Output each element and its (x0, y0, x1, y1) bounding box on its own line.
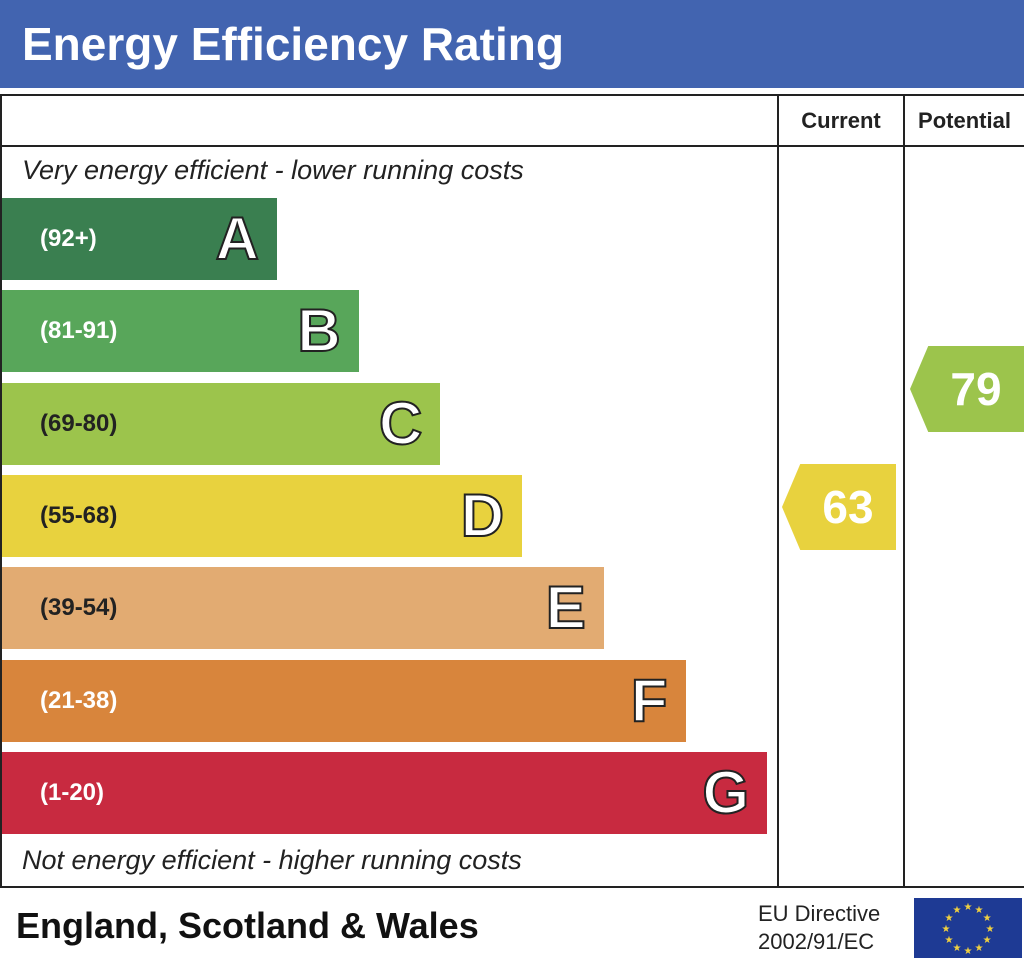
divider (777, 94, 779, 888)
band-letter: D (460, 481, 505, 550)
band-letter: F (630, 666, 669, 735)
band-range: (69-80) (40, 409, 118, 437)
band-letter: G (702, 758, 751, 827)
potential-rating-arrow: 79 (910, 346, 1024, 432)
band-letter: E (545, 573, 587, 642)
band-f: (21-38) F (2, 659, 686, 742)
band-letter: A (215, 204, 260, 273)
bottom-caption: Not energy efficient - higher running co… (22, 845, 522, 875)
star-icon: ★ (953, 905, 962, 916)
band-range: (55-68) (40, 501, 118, 529)
band-d: (55-68) D (2, 474, 523, 557)
divider (903, 94, 905, 888)
band-range: (21-38) (40, 686, 118, 714)
current-rating-arrow: 63 (782, 464, 896, 550)
star-icon: ★ (975, 943, 984, 954)
band-b: (81-91) B (2, 290, 359, 373)
region-label: England, Scotland & Wales (16, 905, 479, 946)
band-range: (39-54) (40, 594, 118, 622)
directive-line1: EU Directive (758, 901, 881, 926)
star-icon: ★ (944, 913, 953, 924)
band-range: (1-20) (40, 778, 105, 806)
column-header-current: Current (801, 108, 881, 133)
star-icon: ★ (964, 902, 973, 913)
top-caption: Very energy efficient - lower running co… (22, 155, 524, 185)
eu-directive: EU Directive 2002/91/EC (758, 900, 880, 956)
eu-flag-icon: ★ ★ ★ ★ ★ ★ ★ ★ ★ ★ ★ ★ (914, 898, 1022, 958)
divider (0, 886, 1024, 888)
divider (0, 94, 1024, 96)
band-e: (39-54) E (2, 567, 604, 650)
band-a: (92+) A (2, 198, 277, 280)
divider (0, 145, 1024, 147)
star-icon: ★ (953, 943, 962, 954)
band-letter: B (296, 296, 341, 365)
band-c: (69-80) C (2, 382, 441, 465)
band-g: (1-20) G (2, 751, 768, 834)
directive-line2: 2002/91/EC (758, 929, 875, 954)
star-icon: ★ (986, 924, 995, 935)
divider (0, 94, 2, 888)
star-icon: ★ (944, 935, 953, 946)
star-icon: ★ (975, 905, 984, 916)
chart-title: Energy Efficiency Rating (0, 0, 1024, 88)
star-icon: ★ (983, 935, 992, 946)
star-icon: ★ (983, 913, 992, 924)
star-icon: ★ (964, 946, 973, 957)
star-icon: ★ (942, 924, 951, 935)
column-header-potential: Potential (918, 108, 1011, 133)
band-letter: C (378, 389, 423, 458)
band-range: (92+) (40, 225, 97, 252)
band-range: (81-91) (40, 317, 118, 345)
